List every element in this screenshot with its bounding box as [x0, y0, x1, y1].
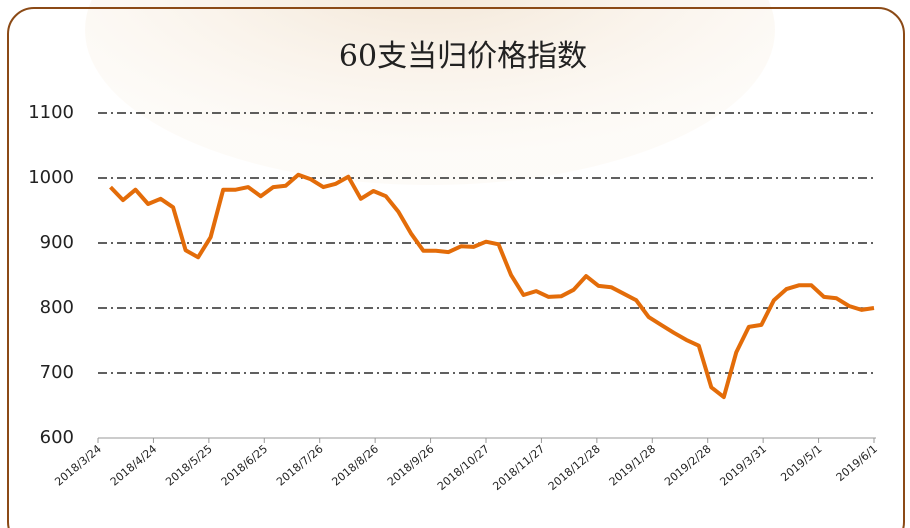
x-tick-label: 2019/5/1	[778, 442, 824, 484]
x-tick-label: 2018/12/28	[546, 442, 603, 493]
x-tick-label: 2018/7/26	[274, 442, 326, 488]
y-tick-label: 700	[40, 362, 74, 383]
y-tick-label: 900	[40, 232, 74, 253]
x-tick-label: 2019/2/28	[662, 442, 714, 488]
y-tick-label: 1100	[28, 102, 74, 123]
x-tick-label: 2019/6/1	[834, 442, 880, 484]
x-tick-label: 2019/3/31	[718, 442, 770, 488]
x-tick-label: 2018/5/25	[163, 442, 215, 488]
x-tick-label: 2019/1/28	[607, 442, 659, 488]
x-tick-label: 2018/6/25	[219, 442, 271, 488]
x-tick-label: 2018/4/24	[108, 442, 160, 488]
data-line	[111, 175, 875, 397]
x-tick-label: 2018/10/27	[435, 442, 492, 493]
chart-title: 60支当归价格指数	[339, 39, 587, 74]
y-tick-label: 1000	[28, 167, 74, 188]
chart: 60支当归价格指数 600700800900100011002018/3/242…	[0, 0, 910, 528]
y-tick-label: 800	[40, 297, 74, 318]
x-tick-label: 2018/11/27	[490, 442, 547, 493]
page: 60支当归价格指数 600700800900100011002018/3/242…	[0, 0, 910, 528]
x-tick-label: 2018/3/24	[52, 442, 104, 488]
x-tick-label: 2018/8/26	[330, 442, 382, 488]
y-tick-label: 600	[40, 427, 74, 448]
x-tick-label: 2018/9/26	[385, 442, 437, 488]
background-decoration	[85, 0, 775, 185]
